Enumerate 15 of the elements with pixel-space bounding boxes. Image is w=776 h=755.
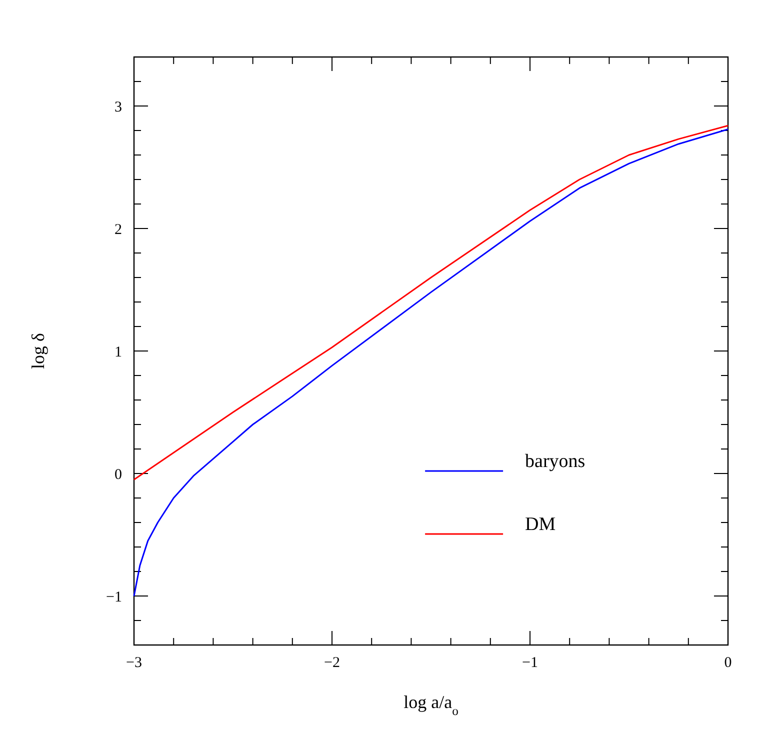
y-tick-label: 3 — [114, 99, 122, 116]
y-axis-title: log δ — [28, 333, 48, 369]
line-series — [133, 124, 729, 480]
y-tick-label: 1 — [114, 344, 122, 360]
x-tick-label: 0 — [724, 655, 732, 671]
x-axis-title: log a/a$_{o}$ — [404, 692, 458, 718]
y-tick-label: 2 — [114, 222, 122, 238]
line-series — [133, 128, 729, 597]
x-tick-label: −1 — [522, 655, 538, 671]
y-tick-label: −1 — [106, 589, 122, 606]
x-tick-label: −3 — [126, 655, 142, 671]
legend-label: baryons — [525, 451, 586, 472]
x-tick-label: −2 — [324, 655, 340, 671]
legend-label: DM — [525, 514, 556, 536]
y-tick-label: 0 — [114, 466, 122, 483]
